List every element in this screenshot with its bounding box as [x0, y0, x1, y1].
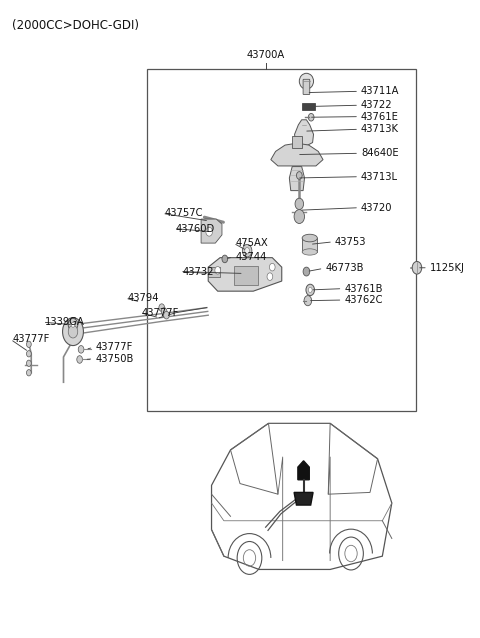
Bar — [292, 136, 301, 148]
FancyBboxPatch shape — [303, 79, 310, 94]
Text: 46773B: 46773B — [325, 263, 364, 274]
Circle shape — [26, 341, 31, 348]
Bar — [234, 266, 258, 285]
Bar — [147, 69, 416, 411]
Polygon shape — [208, 258, 282, 291]
Ellipse shape — [302, 249, 317, 255]
Text: 43761B: 43761B — [344, 284, 383, 293]
Circle shape — [161, 308, 167, 315]
Circle shape — [164, 311, 169, 319]
Text: 43777F: 43777F — [142, 308, 179, 318]
Text: 43700A: 43700A — [247, 50, 285, 60]
Polygon shape — [298, 461, 309, 480]
Circle shape — [26, 369, 31, 376]
Bar — [302, 238, 317, 252]
Text: 43722: 43722 — [361, 100, 393, 110]
Bar — [208, 267, 220, 277]
Circle shape — [412, 262, 422, 274]
Circle shape — [77, 355, 83, 363]
Circle shape — [78, 346, 84, 353]
Text: 43777F: 43777F — [12, 334, 49, 345]
Circle shape — [159, 304, 165, 311]
Text: 43732: 43732 — [182, 267, 214, 276]
Polygon shape — [294, 493, 313, 505]
Circle shape — [308, 114, 314, 121]
Text: 84640E: 84640E — [361, 148, 398, 158]
Text: 1125KJ: 1125KJ — [430, 263, 465, 273]
Text: 43794: 43794 — [127, 293, 158, 303]
Circle shape — [306, 284, 314, 295]
Text: 43720: 43720 — [361, 203, 393, 212]
Circle shape — [294, 210, 304, 223]
Circle shape — [215, 267, 220, 274]
Text: 43761E: 43761E — [361, 112, 399, 122]
Text: 43711A: 43711A — [361, 86, 399, 96]
Circle shape — [26, 351, 31, 357]
Text: 43777F: 43777F — [96, 343, 132, 352]
Circle shape — [245, 248, 250, 254]
Circle shape — [304, 295, 312, 306]
Circle shape — [68, 325, 78, 338]
Text: 43757C: 43757C — [164, 209, 203, 218]
Text: 43762C: 43762C — [344, 295, 383, 305]
Circle shape — [26, 360, 31, 366]
Circle shape — [222, 255, 228, 263]
Polygon shape — [271, 143, 323, 166]
Polygon shape — [201, 219, 222, 243]
Polygon shape — [289, 167, 304, 191]
Circle shape — [71, 322, 75, 327]
Circle shape — [269, 263, 275, 271]
Text: 43713K: 43713K — [361, 124, 399, 134]
Circle shape — [267, 273, 273, 281]
Circle shape — [242, 244, 252, 257]
Circle shape — [303, 267, 310, 276]
Text: 43760D: 43760D — [176, 223, 215, 234]
Ellipse shape — [302, 234, 317, 242]
Polygon shape — [295, 120, 313, 145]
Circle shape — [68, 318, 78, 331]
Circle shape — [308, 287, 312, 292]
Bar — [302, 103, 315, 110]
Text: 43713L: 43713L — [361, 172, 398, 182]
Ellipse shape — [300, 73, 313, 89]
Circle shape — [62, 318, 84, 346]
Circle shape — [206, 227, 213, 236]
Text: (2000CC>DOHC-GDI): (2000CC>DOHC-GDI) — [12, 19, 139, 32]
Text: 43753: 43753 — [335, 237, 366, 247]
Circle shape — [295, 198, 303, 210]
Text: 1339GA: 1339GA — [45, 317, 84, 327]
Text: 43744: 43744 — [235, 252, 266, 262]
Text: 43750B: 43750B — [96, 354, 133, 364]
Text: 475AX: 475AX — [235, 238, 268, 248]
Circle shape — [297, 172, 302, 179]
